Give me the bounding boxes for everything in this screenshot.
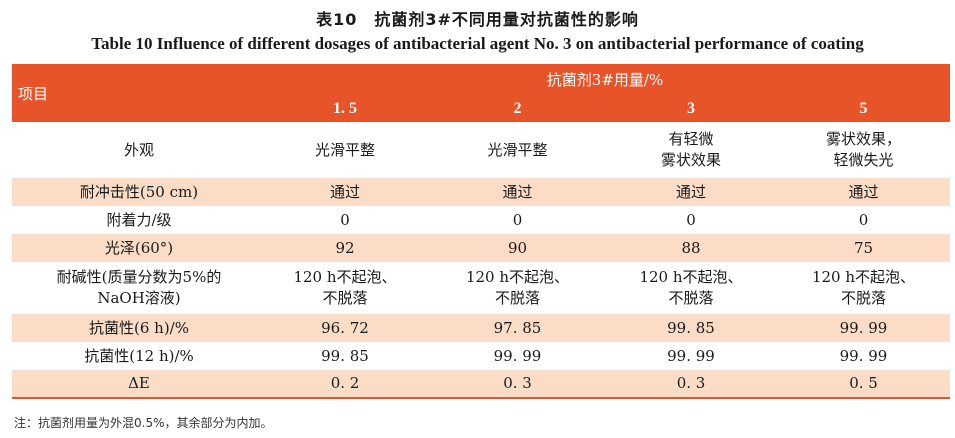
- table-row: 抗菌性(6 h)/% 96. 72 97. 85 99. 85 99. 99: [12, 314, 950, 342]
- table-row: 抗菌性(12 h)/% 99. 85 99. 99 99. 99 99. 99: [12, 342, 950, 370]
- table-cell: 99. 99: [777, 342, 950, 370]
- header-column: 1. 5: [333, 99, 357, 117]
- table-cell: 0. 3: [605, 370, 777, 399]
- header-item-label: 项目: [18, 84, 49, 103]
- table-cell: 0: [777, 206, 950, 234]
- table-row: 耐冲击性(50 cm) 通过 通过 通过 通过: [12, 178, 950, 206]
- table-row: ΔE 0. 2 0. 3 0. 3 0. 5: [12, 370, 950, 399]
- table-row: 外观 光滑平整 光滑平整 有轻微 雾状效果 雾状效果， 轻微失光: [12, 122, 950, 178]
- table-cell: 120 h不起泡、 不脱落: [260, 262, 430, 314]
- table-body: 外观 光滑平整 光滑平整 有轻微 雾状效果 雾状效果， 轻微失光 耐冲击性(50 cm) 通过通…: [12, 122, 950, 399]
- table-row: 光泽(60°) 92 90 88 75: [12, 234, 950, 262]
- table-cell: 0. 5: [777, 370, 950, 399]
- table-cell: 99. 85: [605, 314, 777, 342]
- table-cell: 75: [777, 234, 950, 262]
- table-cell: 0: [260, 206, 430, 234]
- header-column: 2: [513, 99, 522, 117]
- row-label: 附着力/级: [12, 206, 260, 234]
- table-cell: 120 h不起泡、 不脱落: [605, 262, 777, 314]
- table-cell: 99. 85: [260, 342, 430, 370]
- data-table: 项目 抗菌剂3#用量/% 1. 5 2 3 5 外观 光滑平整 光滑平整 有轻微 雾状效…: [12, 64, 950, 399]
- header-column: 5: [859, 99, 868, 117]
- row-label: 外观: [12, 122, 260, 178]
- table-row: 附着力/级 0 0 0 0: [12, 206, 950, 234]
- header-group-label: 抗菌剂3#用量/%: [546, 71, 664, 89]
- row-label: 抗菌性(12 h)/%: [12, 342, 260, 370]
- table-cell: 通过: [260, 178, 430, 206]
- table-cell: 92: [260, 234, 430, 262]
- table-cell: 0. 2: [260, 370, 430, 399]
- table-row: 耐碱性(质量分数为5%的 NaOH溶液) 120 h不起泡、 不脱落 120 h不起泡、…: [12, 262, 950, 314]
- table-cell: 光滑平整: [430, 122, 605, 178]
- table-cell: 90: [430, 234, 605, 262]
- row-label: ΔE: [12, 370, 260, 399]
- table-cell: 通过: [777, 178, 950, 206]
- table-cell: 97. 85: [430, 314, 605, 342]
- table-cell: 99. 99: [777, 314, 950, 342]
- row-label: 耐冲击性(50 cm): [12, 178, 260, 206]
- table-cell: 雾状效果， 轻微失光: [777, 122, 950, 178]
- table-cell: 光滑平整: [260, 122, 430, 178]
- table-cell: 0: [430, 206, 605, 234]
- row-label: 耐碱性(质量分数为5%的 NaOH溶液): [12, 262, 260, 314]
- table-cell: 99. 99: [430, 342, 605, 370]
- table-note: 注：抗菌剂用量为外混0.5%，其余部分为内加。: [14, 416, 273, 430]
- row-label: 光泽(60°): [12, 234, 260, 262]
- table-cell: 0: [605, 206, 777, 234]
- table-title-chinese: 表10 抗菌剂3#不同用量对抗菌性的影响: [316, 10, 639, 29]
- table-cell: 88: [605, 234, 777, 262]
- table-cell: 0. 3: [430, 370, 605, 399]
- table-cell: 通过: [605, 178, 777, 206]
- header-column: 3: [687, 99, 695, 117]
- table-cell: 99. 99: [605, 342, 777, 370]
- row-label: 抗菌性(6 h)/%: [12, 314, 260, 342]
- table-cell: 通过: [430, 178, 605, 206]
- table-cell: 120 h不起泡、 不脱落: [777, 262, 950, 314]
- table-cell: 有轻微 雾状效果: [605, 122, 777, 178]
- table-cell: 120 h不起泡、 不脱落: [430, 262, 605, 314]
- table-cell: 96. 72: [260, 314, 430, 342]
- table-title-english: Table 10 Influence of different dosages …: [91, 34, 864, 53]
